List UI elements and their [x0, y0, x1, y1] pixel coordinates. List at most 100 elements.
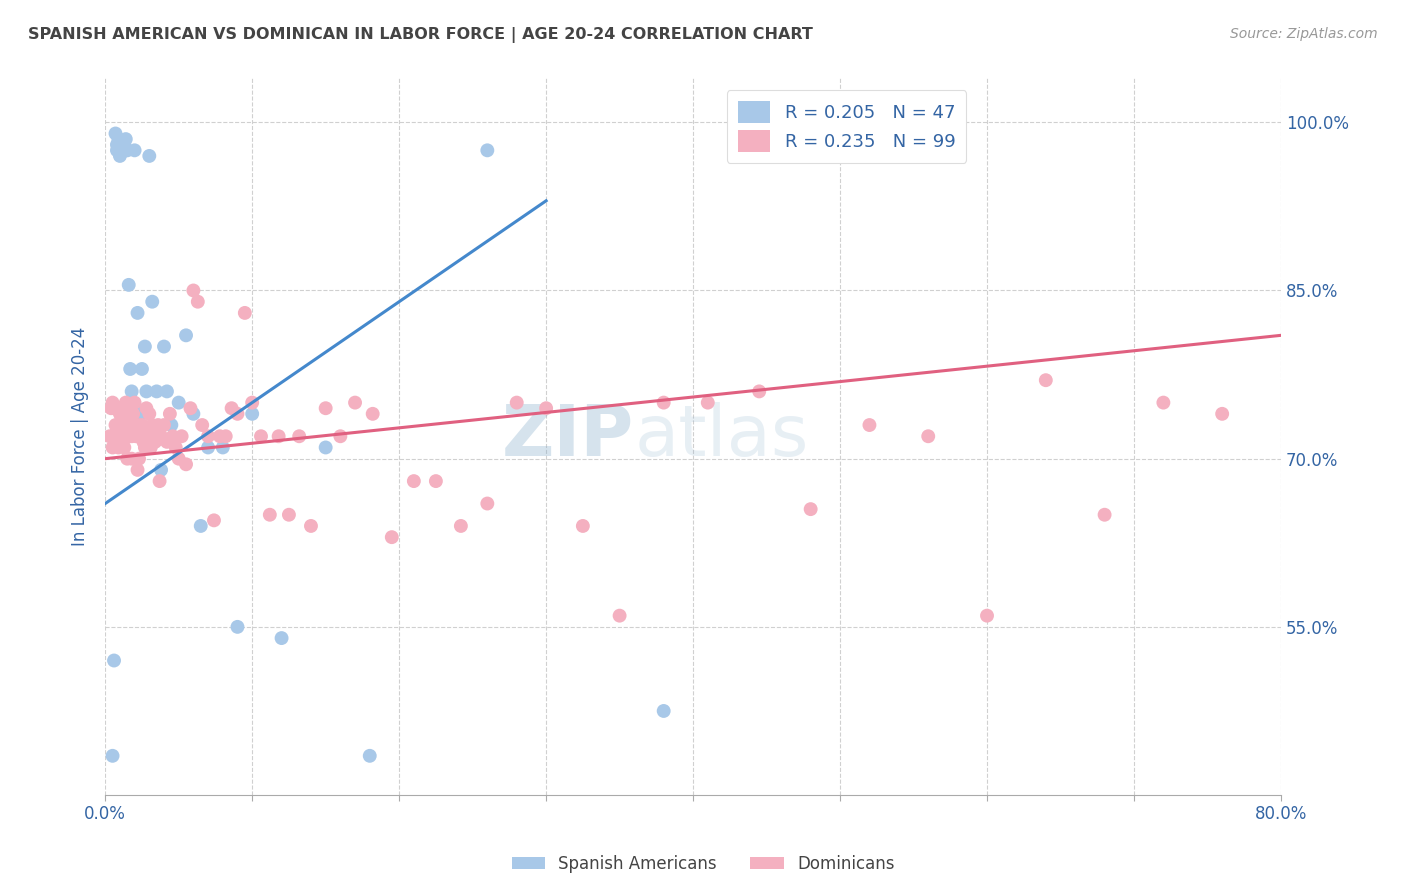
Point: [121, 429, 143, 443]
Point: [240, 395, 263, 409]
Point: [143, 434, 166, 449]
Point: [125, 429, 148, 443]
Point: [277, 508, 299, 522]
Point: [138, 407, 160, 421]
Point: [108, 429, 131, 443]
Point: [112, 144, 135, 158]
Legend: R = 0.205   N = 47, R = 0.235   N = 99: R = 0.205 N = 47, R = 0.235 N = 99: [727, 90, 966, 163]
Point: [111, 144, 134, 158]
Point: [250, 429, 273, 443]
Point: [110, 144, 132, 158]
Point: [450, 519, 472, 533]
Point: [127, 463, 149, 477]
Point: [141, 294, 163, 309]
Point: [101, 748, 124, 763]
Point: [111, 418, 134, 433]
Point: [105, 424, 128, 438]
Point: [114, 144, 136, 158]
Point: [917, 429, 939, 443]
Point: [110, 401, 132, 416]
Point: [226, 407, 249, 421]
Point: [145, 384, 167, 399]
Point: [233, 306, 256, 320]
Point: [121, 384, 143, 399]
Point: [124, 395, 146, 409]
Point: [976, 608, 998, 623]
Point: [107, 144, 129, 158]
Point: [145, 429, 167, 443]
Point: [652, 704, 675, 718]
Point: [132, 434, 155, 449]
Point: [129, 407, 152, 421]
Point: [135, 401, 157, 416]
Point: [1211, 407, 1233, 421]
Point: [202, 513, 225, 527]
Y-axis label: In Labor Force | Age 20-24: In Labor Force | Age 20-24: [72, 326, 89, 546]
Point: [135, 384, 157, 399]
Point: [197, 441, 219, 455]
Point: [226, 620, 249, 634]
Point: [120, 362, 142, 376]
Point: [110, 137, 132, 152]
Point: [288, 429, 311, 443]
Point: [344, 395, 367, 409]
Point: [315, 441, 337, 455]
Point: [146, 418, 169, 433]
Text: ZIP: ZIP: [502, 401, 634, 471]
Point: [104, 127, 127, 141]
Point: [190, 519, 212, 533]
Point: [1035, 373, 1057, 387]
Point: [506, 395, 529, 409]
Point: [108, 407, 131, 421]
Point: [105, 137, 128, 152]
Point: [105, 144, 128, 158]
Point: [477, 496, 499, 510]
Point: [170, 429, 193, 443]
Point: [124, 144, 146, 158]
Point: [167, 451, 190, 466]
Point: [425, 474, 447, 488]
Point: [121, 451, 143, 466]
Point: [127, 418, 149, 433]
Point: [108, 149, 131, 163]
Point: [150, 429, 173, 443]
Point: [118, 277, 141, 292]
Point: [183, 407, 205, 421]
Point: [315, 401, 337, 416]
Point: [100, 401, 122, 416]
Point: [98, 429, 121, 443]
Point: [299, 519, 322, 533]
Point: [131, 362, 153, 376]
Point: [208, 429, 231, 443]
Point: [103, 653, 125, 667]
Point: [609, 608, 631, 623]
Point: [114, 132, 136, 146]
Point: [122, 407, 145, 421]
Point: [477, 144, 499, 158]
Point: [359, 748, 381, 763]
Point: [361, 407, 384, 421]
Point: [858, 418, 880, 433]
Point: [174, 328, 197, 343]
Point: [1094, 508, 1116, 522]
Point: [101, 395, 124, 409]
Point: [156, 384, 179, 399]
Point: [1285, 395, 1308, 409]
Point: [211, 441, 233, 455]
Point: [122, 395, 145, 409]
Point: [162, 429, 184, 443]
Point: [127, 306, 149, 320]
Point: [107, 132, 129, 146]
Point: [114, 395, 136, 409]
Point: [118, 429, 141, 443]
Point: [131, 418, 153, 433]
Point: [124, 418, 146, 433]
Point: [215, 429, 238, 443]
Point: [101, 441, 124, 455]
Point: [118, 407, 141, 421]
Point: [117, 451, 139, 466]
Point: [572, 519, 595, 533]
Point: [138, 149, 160, 163]
Point: [120, 401, 142, 416]
Point: [110, 429, 132, 443]
